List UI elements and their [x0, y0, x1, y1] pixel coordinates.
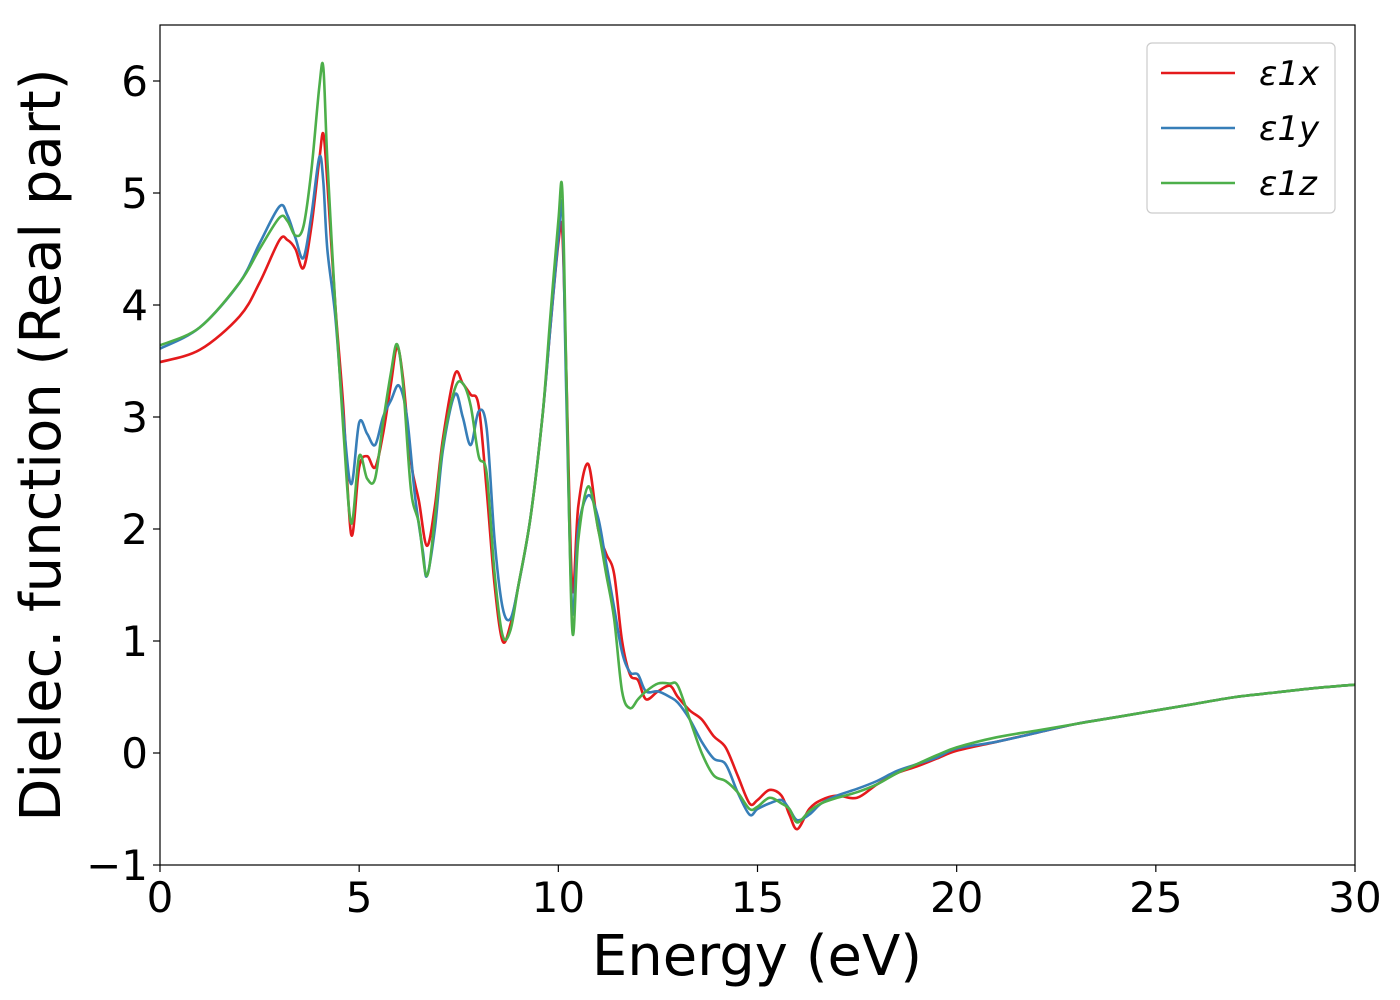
legend-label: ε1z: [1259, 164, 1318, 204]
y-axis-label: Dielec. function (Real part): [9, 68, 74, 821]
y-tick-label: −1: [86, 841, 148, 890]
x-tick-label: 10: [532, 873, 585, 922]
x-tick-label: 5: [346, 873, 373, 922]
legend: ε1x ε1y ε1z: [1146, 42, 1336, 214]
x-tick-label: 0: [147, 873, 174, 922]
y-tick-label: 5: [121, 169, 148, 218]
x-axis-label: Energy (eV): [592, 924, 922, 989]
x-tick-label: 25: [1129, 873, 1182, 922]
y-tick-label: 0: [121, 729, 148, 778]
x-tick-label: 30: [1328, 873, 1381, 922]
x-axis-ticks: 0 5 10 15 20 25 30: [147, 865, 1382, 922]
series-line-1: [160, 131, 1355, 831]
x-tick-label: 15: [731, 873, 784, 922]
y-tick-label: 6: [121, 57, 148, 106]
legend-label: ε1y: [1259, 109, 1320, 149]
legend-box: [1146, 42, 1336, 214]
y-tick-label: 3: [121, 393, 148, 442]
y-tick-label: 2: [121, 505, 148, 554]
legend-label: ε1x: [1259, 54, 1320, 94]
series-line-3: [160, 61, 1355, 824]
series-lines: [160, 61, 1355, 831]
series-line-2: [160, 154, 1355, 822]
y-tick-label: 4: [121, 281, 148, 330]
x-tick-label: 20: [930, 873, 983, 922]
y-tick-label: 1: [121, 617, 148, 666]
y-axis-ticks: −1 0 1 2 3 4 5 6: [86, 57, 160, 890]
